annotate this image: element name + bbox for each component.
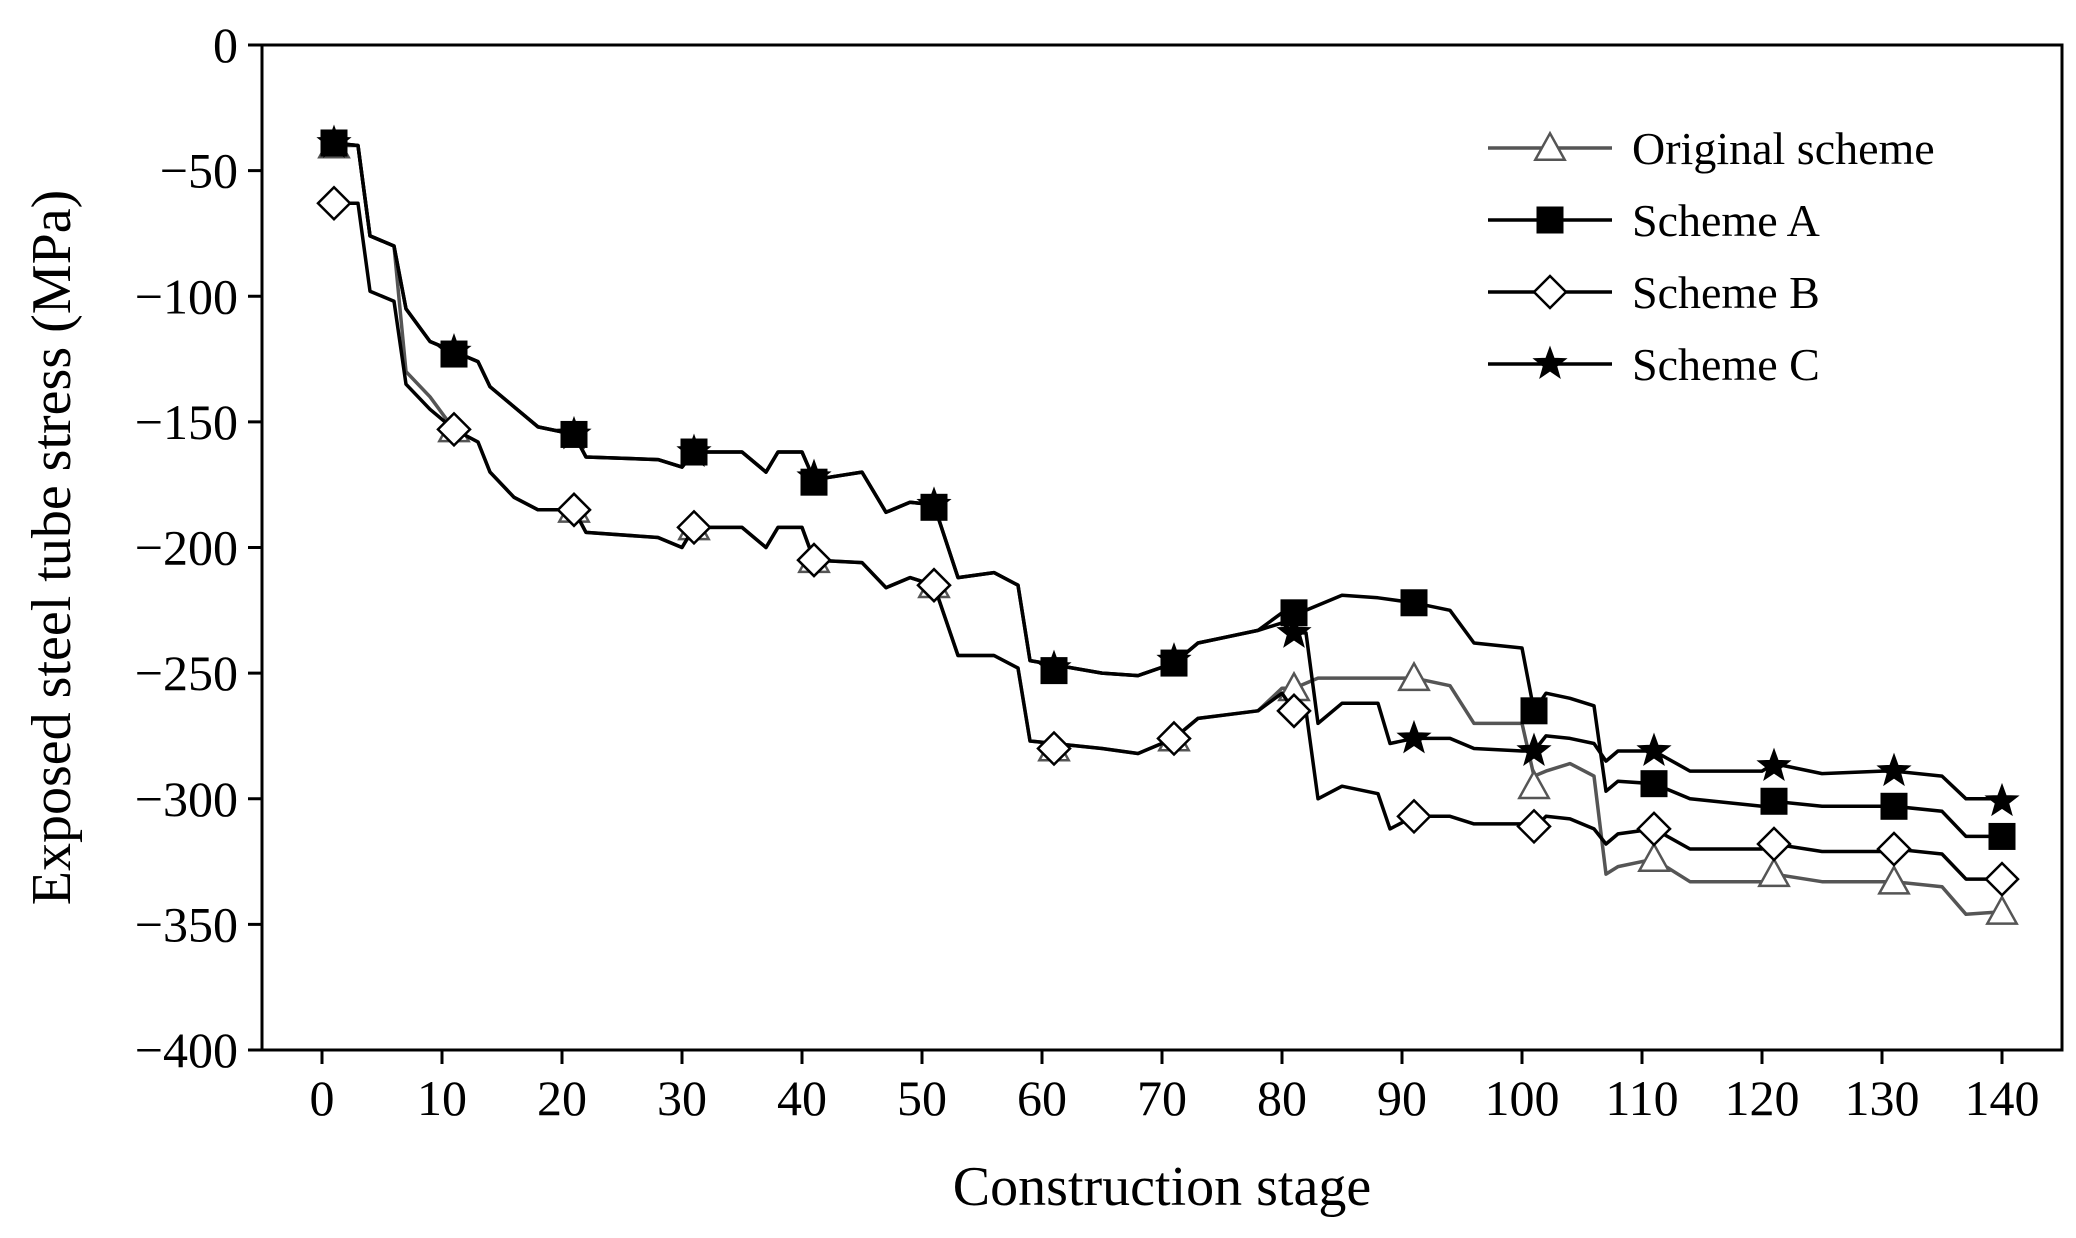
x-tick-label: 140	[1965, 1070, 2040, 1126]
data-point-scheme-c	[916, 486, 952, 520]
data-point-scheme-b	[1276, 693, 1312, 729]
data-point-scheme-c	[556, 415, 592, 450]
legend-label-original-scheme: Original scheme	[1632, 123, 1935, 174]
data-point-scheme-a	[1400, 589, 1428, 617]
legend: Original scheme Scheme A Scheme B Scheme C	[1488, 123, 1935, 390]
x-tick-label: 110	[1605, 1070, 1678, 1126]
data-point-scheme-a	[1880, 792, 1908, 820]
data-point-scheme-b	[1516, 808, 1552, 845]
series-scheme-b	[316, 185, 2020, 897]
data-point-scheme-c	[1396, 719, 1432, 754]
data-point-scheme-a	[1988, 822, 2016, 850]
data-point-scheme-b	[436, 411, 472, 448]
data-point-scheme-c	[1276, 614, 1312, 648]
legend-label-scheme-a: Scheme A	[1632, 195, 1820, 246]
x-tick-label: 20	[537, 1070, 587, 1126]
data-point-scheme-b	[1636, 811, 1672, 847]
data-point-scheme-c	[316, 124, 352, 158]
data-point-scheme-c	[1516, 732, 1552, 766]
series-line-scheme-b	[332, 201, 2004, 881]
data-point-scheme-b	[316, 185, 352, 222]
y-tick-label: −400	[135, 1022, 238, 1078]
data-point-original-scheme	[1757, 856, 1791, 888]
data-point-scheme-c	[1036, 649, 1072, 684]
x-tick-label: 0	[310, 1070, 335, 1126]
data-point-scheme-b	[1036, 730, 1072, 767]
legend-marker-original-scheme	[1533, 130, 1567, 162]
data-point-scheme-b	[796, 542, 832, 578]
x-tick-label: 50	[897, 1070, 947, 1126]
data-point-scheme-b	[1156, 720, 1192, 757]
axis-ticks: 0 10 20 30 40 50 60 70 80 90 100 110 120 130 140 0 −50 −1…	[135, 17, 2040, 1126]
x-tick-label: 30	[657, 1070, 707, 1126]
y-tick-label: −200	[135, 520, 238, 576]
x-tick-label: 120	[1725, 1070, 1800, 1126]
y-tick-label: −150	[135, 394, 238, 450]
data-point-scheme-c	[676, 433, 712, 467]
data-point-scheme-a	[1760, 787, 1788, 815]
data-point-scheme-b	[1396, 798, 1432, 835]
x-tick-label: 80	[1257, 1070, 1307, 1126]
data-point-original-scheme	[1517, 768, 1551, 800]
data-point-scheme-c	[796, 458, 832, 493]
data-point-scheme-c	[1876, 752, 1912, 787]
x-tick-label: 90	[1377, 1070, 1427, 1126]
data-point-original-scheme	[1397, 660, 1431, 692]
data-point-scheme-b	[1756, 826, 1792, 862]
y-tick-label: −100	[135, 268, 238, 324]
data-point-scheme-b	[916, 567, 952, 603]
y-tick-label: −300	[135, 771, 238, 827]
y-tick-label: 0	[213, 17, 238, 73]
x-tick-label: 40	[777, 1070, 827, 1126]
x-tick-label: 70	[1137, 1070, 1187, 1126]
series-layer	[316, 124, 2020, 925]
legend-label-scheme-b: Scheme B	[1632, 267, 1820, 318]
data-point-scheme-c	[1756, 747, 1792, 781]
series-scheme-c	[316, 124, 2020, 817]
x-tick-label: 100	[1485, 1070, 1560, 1126]
data-point-scheme-c	[1156, 642, 1192, 676]
data-point-scheme-b	[676, 509, 712, 546]
data-point-scheme-c	[1984, 782, 2020, 817]
x-tick-label: 130	[1845, 1070, 1920, 1126]
legend-label-scheme-c: Scheme C	[1632, 339, 1820, 390]
data-point-scheme-a	[1640, 770, 1668, 798]
y-tick-label: −350	[135, 896, 238, 952]
legend-marker-scheme-b	[1532, 274, 1568, 310]
data-point-original-scheme	[1985, 894, 2019, 925]
data-point-original-scheme	[1877, 864, 1911, 895]
data-point-scheme-b	[1984, 861, 2020, 897]
data-point-scheme-b	[1876, 831, 1912, 867]
data-point-scheme-a	[1520, 697, 1548, 725]
y-tick-label: −50	[160, 143, 238, 199]
legend-marker-scheme-a	[1536, 206, 1564, 234]
x-axis-title: Construction stage	[953, 1156, 1371, 1218]
data-point-original-scheme	[1637, 841, 1671, 873]
y-tick-label: −250	[135, 645, 238, 701]
series-line-scheme-c	[332, 141, 2004, 801]
data-point-scheme-c	[1636, 732, 1672, 766]
x-tick-label: 60	[1017, 1070, 1067, 1126]
data-point-scheme-b	[556, 492, 592, 528]
y-axis-title: Exposed steel tube stress (MPa)	[21, 190, 83, 905]
x-tick-label: 10	[417, 1070, 467, 1126]
legend-marker-scheme-c	[1532, 345, 1568, 379]
data-point-scheme-c	[436, 333, 472, 367]
